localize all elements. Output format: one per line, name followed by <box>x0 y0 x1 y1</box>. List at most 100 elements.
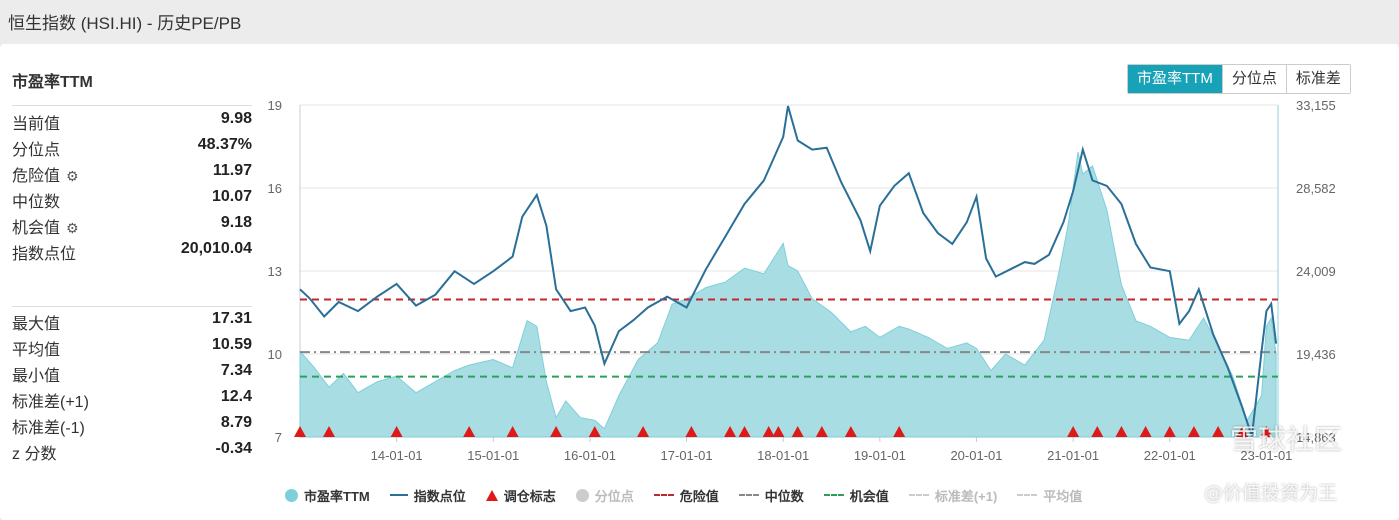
stat-value: 9.18 <box>220 214 252 231</box>
metric-title: 市盈率TTM <box>12 74 93 91</box>
x-tick-label: 14-01-01 <box>371 448 423 463</box>
stat-value: 10.59 <box>211 336 252 353</box>
y-tick-label-left: 7 <box>275 430 282 445</box>
legend-triangle-icon <box>485 489 498 501</box>
stat-value: 10.07 <box>211 188 252 205</box>
x-tick-label: 22-01-01 <box>1144 448 1196 463</box>
rebalance-marker <box>294 426 306 437</box>
rebalance-marker <box>791 426 804 437</box>
rebalance-marker <box>322 426 335 437</box>
stat-label: 最小值 <box>12 368 61 385</box>
stat-label: 标准差(-1) <box>12 420 85 437</box>
y-tick-label-right: 19,436 <box>1296 347 1336 362</box>
rebalance-marker <box>1091 426 1104 437</box>
stat-value: 11.97 <box>212 162 252 179</box>
rebalance-marker <box>893 426 906 437</box>
stat-row: 指数点位 20,010.04 <box>12 237 252 263</box>
legend-dash-icon <box>653 494 674 496</box>
legend-item[interactable]: 机会值 <box>823 486 889 505</box>
x-tick-label: 21-01-01 <box>1047 448 1099 463</box>
pe-ttm-area <box>299 151 1277 438</box>
rebalance-marker <box>1163 426 1176 437</box>
rebalance-marker <box>1067 426 1080 437</box>
watermark-logo: 雪球社区 <box>1230 423 1343 456</box>
stat-row: 当前值 9.98 <box>12 107 252 133</box>
x-tick-label: 18-01-01 <box>757 448 809 463</box>
tab-pe-ttm[interactable]: 市盈率TTM <box>1128 65 1222 93</box>
legend-dashdot-icon <box>738 494 759 496</box>
stat-label: 最大值 <box>12 316 61 333</box>
legend-item[interactable]: 调仓标志 <box>485 486 556 505</box>
y-tick-label-right: 24,009 <box>1296 264 1336 279</box>
stat-row: 标准差(-1) 8.79 <box>12 411 252 437</box>
stat-row: 分位点 48.37% <box>12 133 252 159</box>
tab-percentile[interactable]: 分位点 <box>1221 65 1286 93</box>
rebalance-marker <box>762 426 775 437</box>
legend-label: 中位数 <box>764 488 804 504</box>
stat-value: 48.37% <box>197 136 252 153</box>
stat-row: 机会值 ⚙ 9.18 <box>12 211 252 237</box>
legend-circle-icon <box>575 488 589 502</box>
stat-row: 平均值 10.59 <box>12 333 252 359</box>
legend-label: 标准差(+1) <box>934 488 998 504</box>
chart-legend: 市盈率TTM 指数点位 调仓标志 分位点 危险值 中位数 机会值 标准差(+1) 平均值 <box>285 486 1102 504</box>
stat-value: 8.79 <box>220 414 252 431</box>
stat-label: 机会值 <box>12 220 61 237</box>
stat-value: -0.34 <box>215 440 252 457</box>
rebalance-marker <box>1115 426 1128 437</box>
legend-item[interactable]: 危险值 <box>653 486 719 505</box>
legend-item[interactable]: 中位数 <box>738 486 804 505</box>
view-tabs: 市盈率TTM 分位点 标准差 <box>1127 64 1351 94</box>
legend-dashdot-icon <box>908 494 929 496</box>
divider <box>12 105 252 106</box>
stats-current: 当前值 9.98 分位点 48.37% 危险值 ⚙ 11.97 中位数 10.07 机会值 ⚙ 9.1… <box>12 107 252 263</box>
stats-summary: 最大值 17.31 平均值 10.59 最小值 7.34 标准差(+1) 12.4 标准差(-1… <box>12 307 252 463</box>
x-tick-label: 16-01-01 <box>564 448 616 463</box>
x-tick-label: 17-01-01 <box>661 448 713 463</box>
settings-gear-icon[interactable]: ⚙ <box>66 168 79 184</box>
y-tick-label-left: 10 <box>268 347 282 362</box>
stat-value: 7.34 <box>220 362 252 379</box>
y-tick-label-left: 19 <box>268 98 282 113</box>
legend-item[interactable]: 市盈率TTM <box>285 486 370 505</box>
stat-label: 危险值 <box>12 168 61 185</box>
legend-item[interactable]: 指数点位 <box>389 486 466 505</box>
x-tick-label: 20-01-01 <box>950 448 1002 463</box>
stat-row: 最大值 17.31 <box>12 307 252 333</box>
divider <box>12 306 252 307</box>
legend-item[interactable]: 分位点 <box>575 486 634 505</box>
stat-label: 标准差(+1) <box>12 394 89 411</box>
legend-label: 指数点位 <box>413 488 466 504</box>
legend-label: 平均值 <box>1043 488 1083 504</box>
title-bar: 恒生指数 (HSI.HI) - 历史PE/PB <box>0 0 1399 44</box>
stat-label: 平均值 <box>12 342 61 359</box>
legend-label: 分位点 <box>594 488 634 504</box>
x-tick-label: 19-01-01 <box>854 448 906 463</box>
y-tick-label-right: 14,863 <box>1296 430 1336 445</box>
stat-value: 20,010.04 <box>180 240 252 257</box>
settings-gear-icon[interactable]: ⚙ <box>66 220 79 236</box>
stat-value: 17.31 <box>211 310 252 327</box>
rebalance-marker <box>1139 426 1152 437</box>
legend-circle-icon <box>285 488 298 502</box>
rebalance-marker <box>637 426 650 437</box>
x-tick-label: 23-01-01 <box>1240 448 1292 463</box>
legend-label: 调仓标志 <box>503 488 556 504</box>
legend-dashdot-icon <box>1017 494 1038 496</box>
rebalance-marker <box>1236 426 1249 437</box>
rebalance-marker <box>1212 426 1225 437</box>
stat-value: 12.4 <box>220 388 252 405</box>
legend-dash-icon <box>823 494 844 496</box>
index-line <box>299 105 1278 437</box>
rebalance-marker <box>844 426 857 437</box>
legend-item[interactable]: 平均值 <box>1017 486 1082 505</box>
tab-std-dev[interactable]: 标准差 <box>1285 65 1350 93</box>
stat-label: 当前值 <box>12 116 61 133</box>
stat-value: 9.98 <box>220 110 252 127</box>
rebalance-marker <box>815 426 828 437</box>
y-tick-label-left: 13 <box>268 264 282 279</box>
y-tick-label-left: 16 <box>268 181 282 196</box>
legend-item[interactable]: 标准差(+1) <box>908 486 998 505</box>
rebalance-marker <box>1260 426 1273 437</box>
